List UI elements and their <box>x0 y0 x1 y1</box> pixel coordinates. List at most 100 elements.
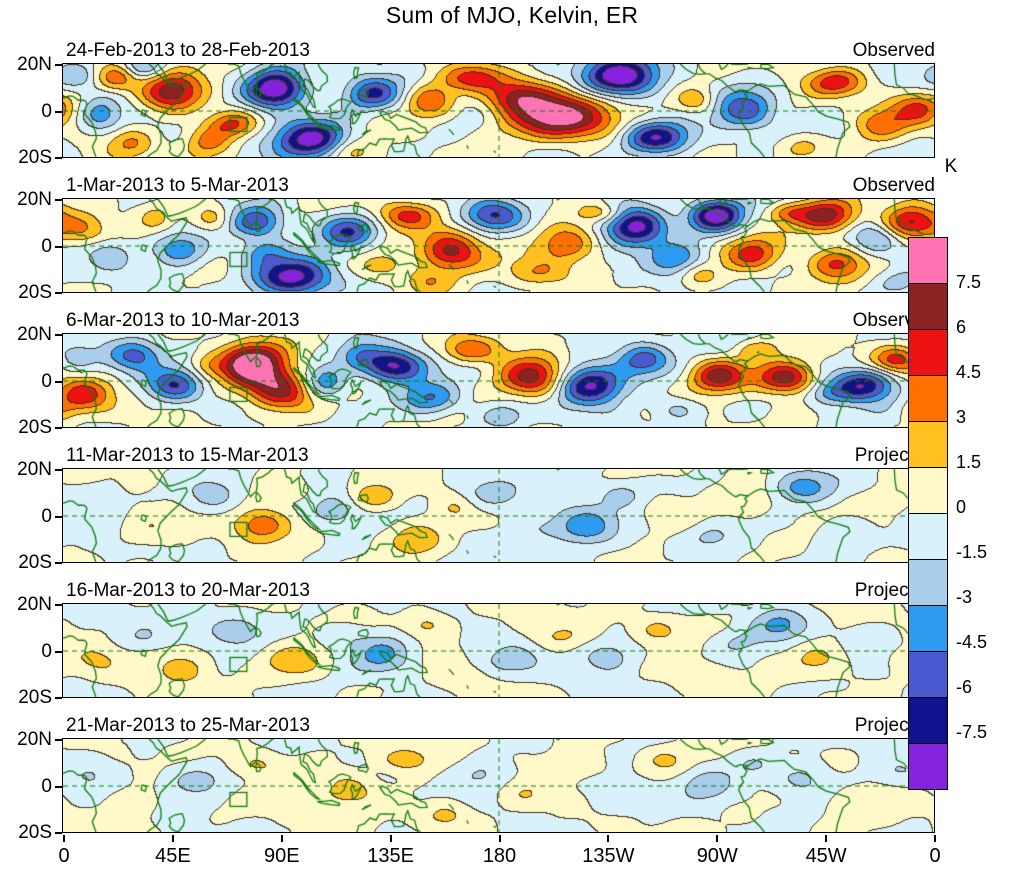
x-tick-label: 45E <box>155 845 191 867</box>
y-tick-label: 20S <box>18 147 52 168</box>
panel-date-label: 24-Feb-2013 to 28-Feb-2013 <box>66 40 310 61</box>
y-tick-mark <box>55 380 62 383</box>
colorbar-tick-label: 0 <box>956 497 967 517</box>
colorbar-cell <box>909 651 947 697</box>
y-tick-label: 20N <box>17 54 52 75</box>
map-panel <box>62 738 936 834</box>
colorbar-tick-label: 4.5 <box>956 362 982 382</box>
colorbar-cell <box>909 467 947 513</box>
colorbar-cell <box>909 743 947 789</box>
colorbar-cell <box>909 421 947 467</box>
panel-source-label: Projected <box>854 715 935 736</box>
y-tick-label: 0 <box>41 235 52 257</box>
panel-source-label: Projected <box>854 445 935 466</box>
x-tick-mark <box>934 835 936 842</box>
x-tick-label: 0 <box>929 845 941 867</box>
y-tick-label: 0 <box>41 100 52 122</box>
y-tick-label: 20S <box>18 282 52 303</box>
colorbar-cell <box>909 238 947 283</box>
map-canvas <box>63 199 935 293</box>
y-tick-mark <box>55 245 62 248</box>
x-tick-mark <box>825 835 828 842</box>
y-tick-mark <box>55 739 62 741</box>
colorbar-cell <box>909 697 947 743</box>
y-tick-mark <box>55 292 62 294</box>
y-tick-mark <box>55 832 62 834</box>
map-panel <box>62 468 936 564</box>
panel-date-label: 1-Mar-2013 to 5-Mar-2013 <box>66 175 289 196</box>
map-panel <box>62 603 936 699</box>
y-tick-mark <box>55 650 62 653</box>
y-tick-mark <box>55 562 62 564</box>
y-tick-mark <box>55 427 62 429</box>
map-canvas <box>63 739 935 833</box>
colorbar-cell <box>909 375 947 421</box>
colorbar-tick-label: -4.5 <box>956 632 988 652</box>
y-tick-label: 20S <box>18 552 52 573</box>
colorbar-tick-label: 7.5 <box>956 272 982 292</box>
colorbar-tick-label: -6 <box>956 677 973 697</box>
y-tick-mark <box>55 469 62 471</box>
panel-date-label: 6-Mar-2013 to 10-Mar-2013 <box>66 310 300 331</box>
y-tick-mark <box>55 110 62 113</box>
x-tick-label: 0 <box>58 845 70 867</box>
colorbar-cell <box>909 559 947 605</box>
colorbar-cell <box>909 605 947 651</box>
y-tick-label: 20N <box>17 324 52 345</box>
x-tick-mark <box>716 835 719 842</box>
x-tick-label: 90W <box>696 845 738 867</box>
panel-source-label: Observed <box>852 175 935 196</box>
x-tick-mark <box>389 835 392 842</box>
colorbar-unit-label: K <box>944 156 958 177</box>
y-tick-mark <box>55 785 62 788</box>
y-tick-label: 0 <box>41 775 52 797</box>
y-tick-mark <box>55 515 62 518</box>
panel-date-label: 11-Mar-2013 to 15-Mar-2013 <box>66 445 309 466</box>
x-tick-mark <box>171 835 174 842</box>
figure-title: Sum of MJO, Kelvin, ER <box>385 2 639 28</box>
colorbar-tick-label: -1.5 <box>956 542 988 562</box>
colorbar-tick-label: -3 <box>956 587 973 607</box>
map-panel <box>62 198 936 294</box>
x-tick-label: 135W <box>582 845 635 867</box>
colorbar <box>908 237 948 790</box>
y-tick-mark <box>55 199 62 201</box>
x-tick-mark <box>280 835 283 842</box>
y-tick-mark <box>55 334 62 336</box>
panel-source-label: Projected <box>854 580 935 601</box>
y-tick-label: 0 <box>41 640 52 662</box>
y-tick-label: 20S <box>18 687 52 708</box>
colorbar-tick-label: -7.5 <box>956 722 988 742</box>
panel-date-label: 16-Mar-2013 to 20-Mar-2013 <box>66 580 310 601</box>
colorbar-tick-label: 3 <box>956 407 967 427</box>
panel-date-label: 21-Mar-2013 to 25-Mar-2013 <box>66 715 310 736</box>
x-tick-label: 90E <box>263 845 300 867</box>
panel-source-label: Observed <box>852 310 935 331</box>
y-tick-mark <box>55 157 62 159</box>
map-canvas <box>63 334 935 428</box>
y-tick-mark <box>55 64 62 66</box>
x-tick-mark <box>63 835 65 842</box>
x-tick-mark <box>498 835 501 842</box>
x-tick-label: 180 <box>482 845 517 867</box>
y-tick-label: 20S <box>18 417 52 438</box>
colorbar-cell <box>909 329 947 375</box>
x-tick-label: 45W <box>805 845 847 867</box>
y-tick-label: 20N <box>17 189 52 210</box>
y-tick-mark <box>55 604 62 606</box>
y-tick-label: 20N <box>17 459 52 480</box>
x-tick-mark <box>607 835 610 842</box>
x-tick-label: 135E <box>367 845 414 867</box>
panel-source-label: Observed <box>852 40 935 61</box>
colorbar-tick-label: 6 <box>956 317 967 337</box>
colorbar-tick-label: 1.5 <box>956 452 982 472</box>
colorbar-cell <box>909 283 947 329</box>
map-panel <box>62 333 936 429</box>
y-tick-label: 0 <box>41 505 52 527</box>
y-tick-label: 20N <box>17 594 52 615</box>
y-tick-mark <box>55 697 62 699</box>
y-tick-label: 20N <box>17 729 52 750</box>
y-tick-label: 0 <box>41 370 52 392</box>
map-canvas <box>63 469 935 563</box>
